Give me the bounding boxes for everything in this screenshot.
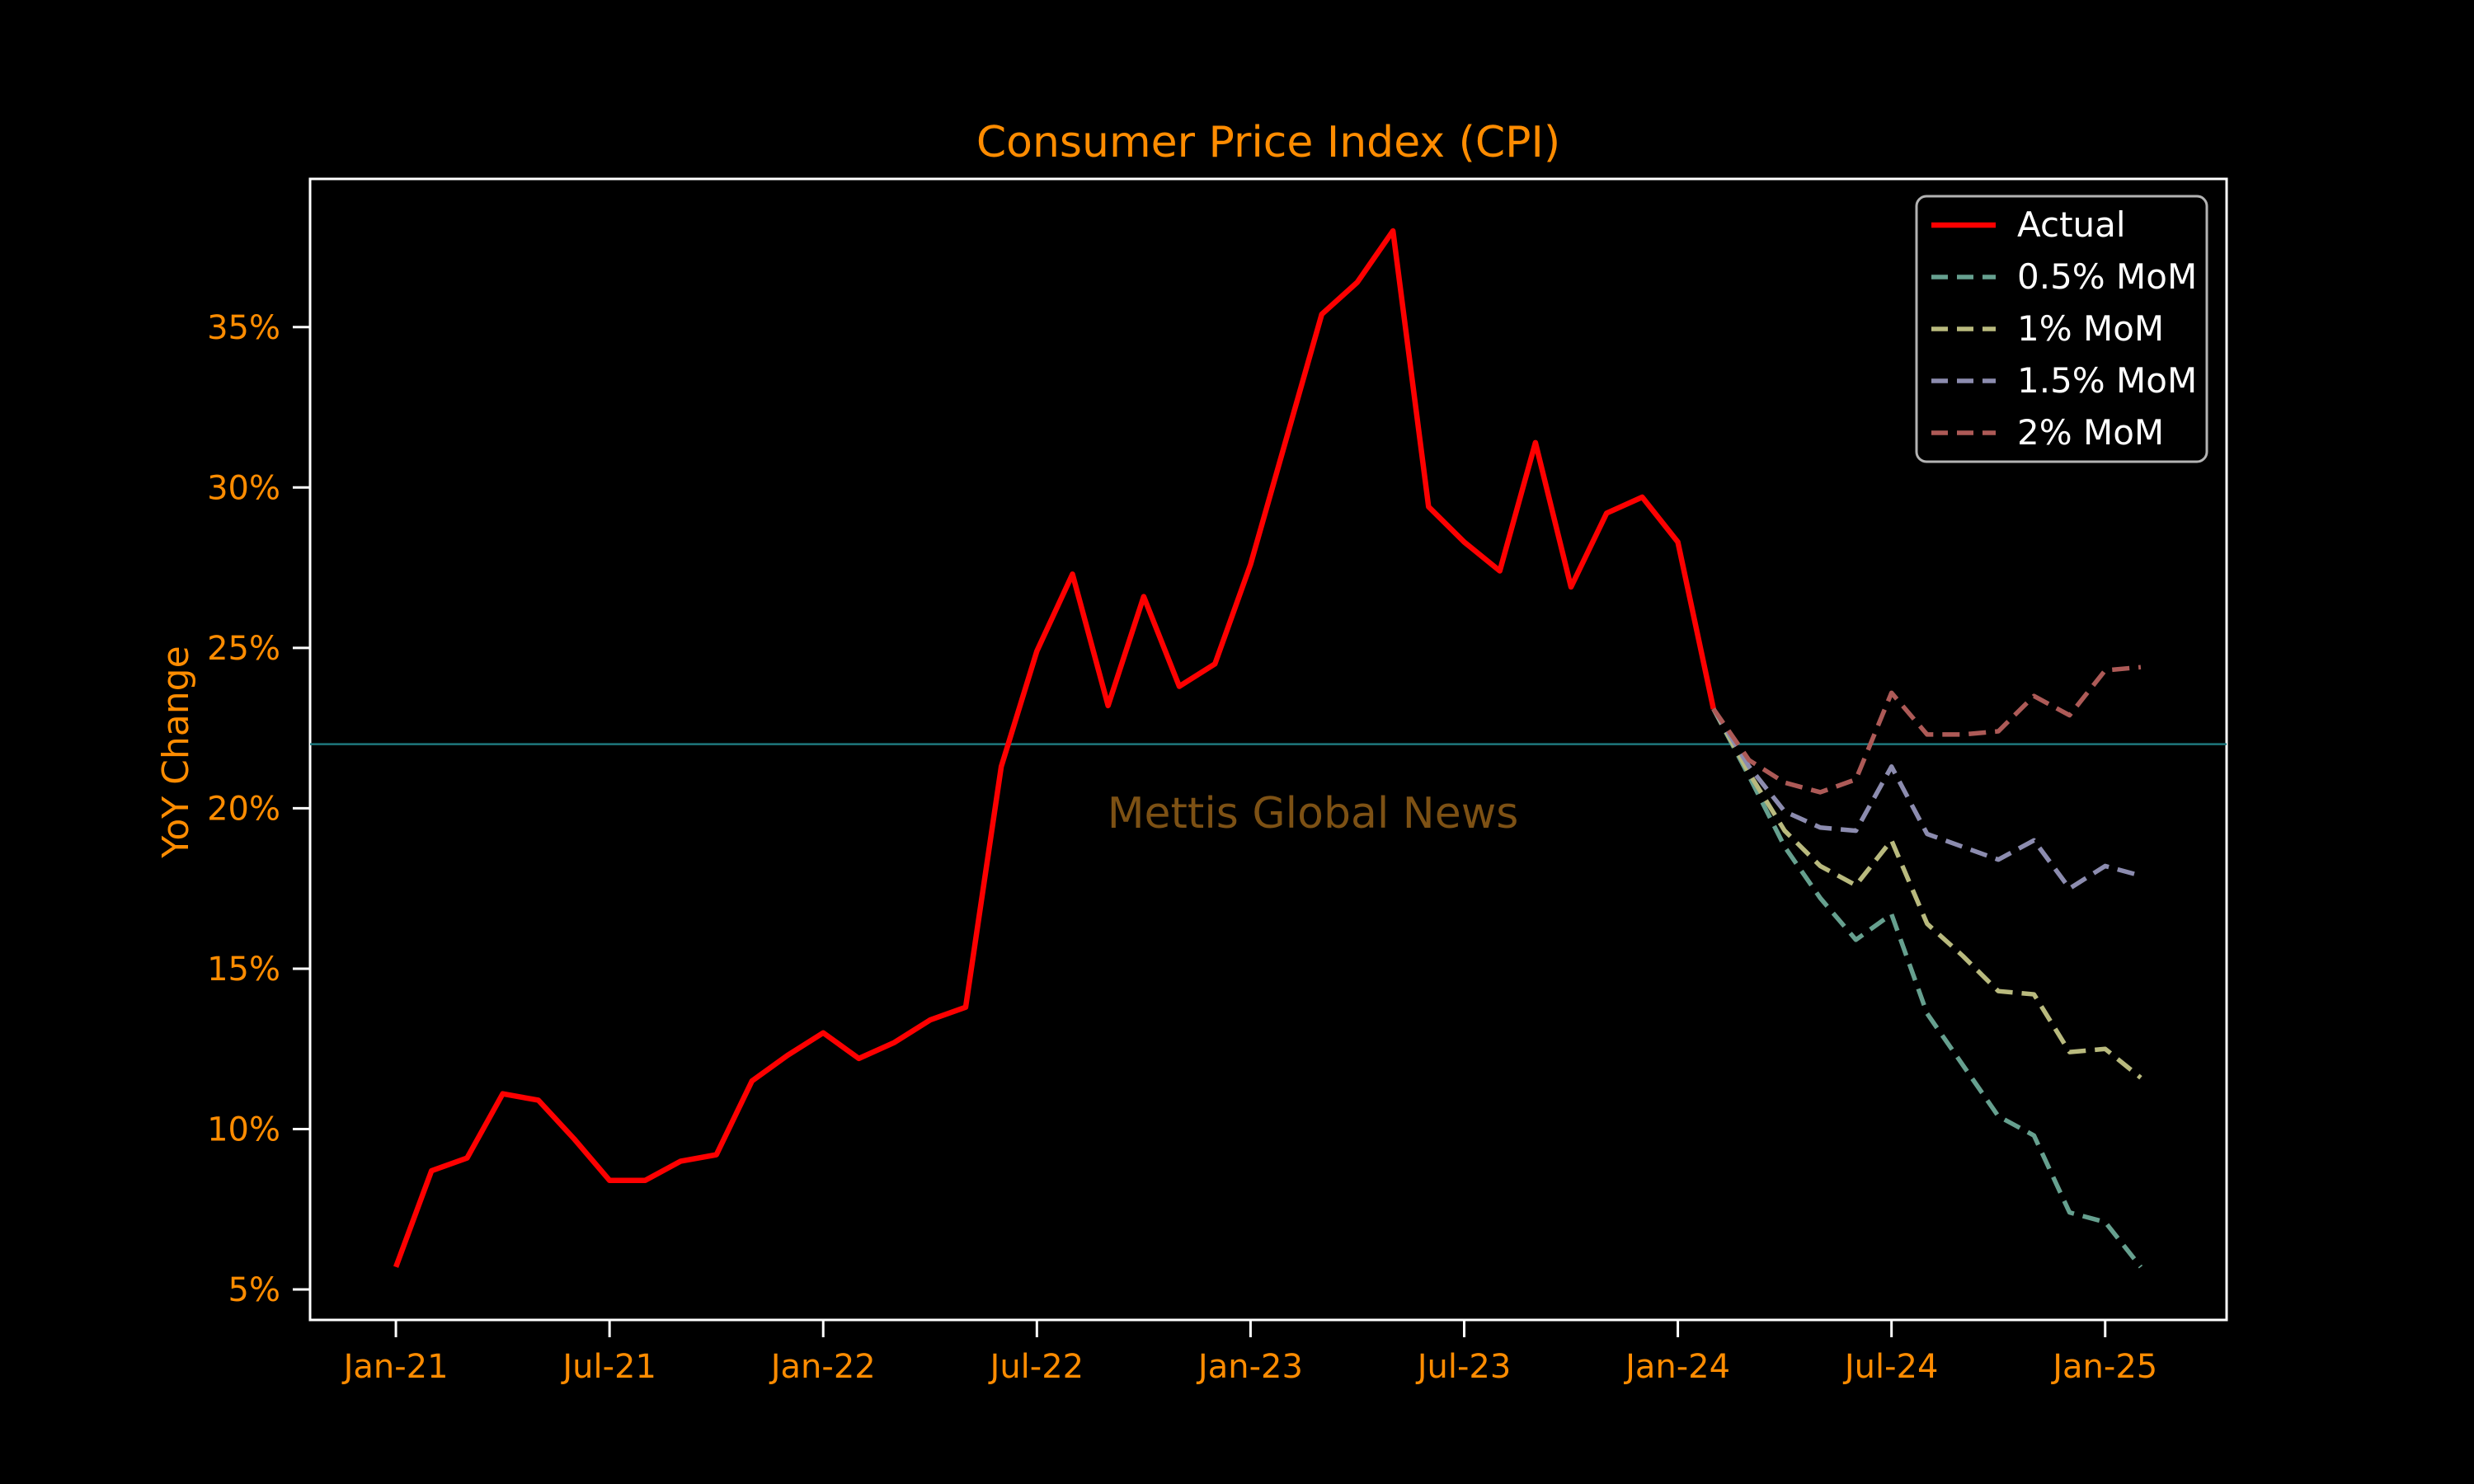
legend-item-0-5-mom: 0.5% MoM bbox=[1931, 256, 2197, 297]
x-tick-label: Jul-22 bbox=[988, 1348, 1084, 1386]
series-lines bbox=[393, 228, 2143, 1269]
series-line-actual bbox=[393, 228, 1716, 1268]
legend-items: Actual 0.5% MoM 1% MoM 1.5% MoM 2% MoM bbox=[1931, 204, 2197, 453]
x-axis: Jan-21 Jul-21 Jan-22 Jul-22 Jan-23 Jul-23 Jan-… bbox=[341, 1320, 2157, 1386]
watermark-text: Mettis Global News bbox=[1108, 789, 1519, 838]
legend-label-actual: Actual bbox=[2017, 204, 2126, 245]
y-axis: 5% 10% 15% 20% 25% 30% 35% bbox=[207, 309, 310, 1309]
y-axis-label: YoY Change bbox=[155, 646, 197, 858]
x-tick-label: Jan-23 bbox=[1196, 1348, 1303, 1386]
y-tick-label: 10% bbox=[207, 1111, 280, 1148]
x-tick-label: Jan-25 bbox=[2050, 1348, 2157, 1386]
x-tick-label: Jul-21 bbox=[560, 1348, 656, 1386]
legend-label-2-mom: 2% MoM bbox=[2017, 412, 2164, 453]
x-tick-label: Jan-22 bbox=[769, 1348, 876, 1386]
y-tick-label: 25% bbox=[207, 630, 280, 668]
legend-label-0-5-mom: 0.5% MoM bbox=[2017, 256, 2197, 297]
series-line-2-mom bbox=[1711, 665, 2142, 795]
legend-item-1-5-mom: 1.5% MoM bbox=[1931, 360, 2197, 401]
legend: Actual 0.5% MoM 1% MoM 1.5% MoM 2% MoM bbox=[1915, 195, 2208, 463]
legend-label-1-mom: 1% MoM bbox=[2017, 308, 2164, 349]
x-tick-label: Jan-21 bbox=[341, 1348, 449, 1386]
series-line-1-mom bbox=[1711, 707, 2142, 1080]
y-tick-label: 35% bbox=[207, 309, 280, 347]
y-tick-label: 20% bbox=[207, 790, 280, 828]
x-tick-label: Jan-24 bbox=[1623, 1348, 1730, 1386]
series-line-1-5-mom bbox=[1711, 707, 2142, 891]
y-tick-label: 5% bbox=[228, 1271, 280, 1309]
y-tick-label: 15% bbox=[207, 951, 280, 989]
legend-item-actual: Actual bbox=[1931, 204, 2126, 245]
legend-box bbox=[1915, 195, 2208, 463]
plot-area bbox=[308, 177, 2228, 1322]
series-line-0-5-mom bbox=[1711, 707, 2143, 1269]
legend-label-1-5-mom: 1.5% MoM bbox=[2017, 360, 2197, 401]
y-tick-label: 30% bbox=[207, 469, 280, 507]
legend-item-2-mom: 2% MoM bbox=[1931, 412, 2164, 453]
x-tick-label: Jul-24 bbox=[1842, 1348, 1939, 1386]
legend-item-1-mom: 1% MoM bbox=[1931, 308, 2164, 349]
x-tick-label: Jul-23 bbox=[1415, 1348, 1512, 1386]
chart-title: Consumer Price Index (CPI) bbox=[976, 118, 1560, 167]
